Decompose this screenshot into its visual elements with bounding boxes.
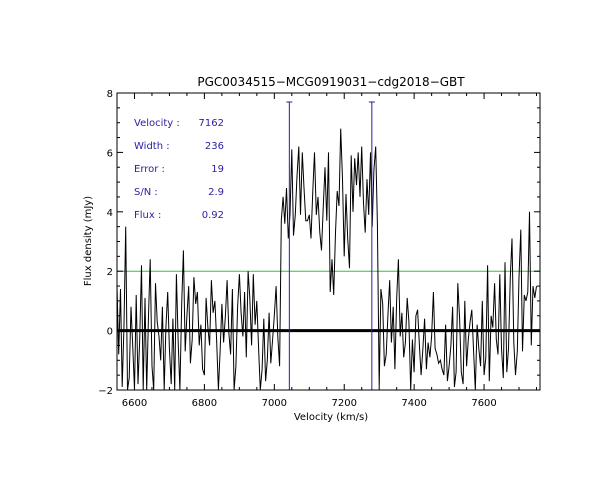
- stat-label: Velocity :: [134, 118, 180, 129]
- stat-value: 236: [205, 141, 224, 152]
- fit-marker-2: [368, 101, 375, 391]
- x-tick-label: 6800: [192, 398, 217, 409]
- stat-label: Flux :: [134, 210, 161, 221]
- stat-label: Error :: [134, 164, 165, 175]
- stat-value: 0.92: [202, 210, 224, 221]
- y-tick-label: 8: [107, 89, 113, 100]
- stat-label: S/N :: [134, 187, 158, 198]
- chart-title: PGC0034515−MCG0919031−cdg2018−GBT: [197, 75, 465, 89]
- stat-label: Width :: [134, 141, 170, 152]
- y-axis-label: Flux density (mJy): [83, 196, 94, 286]
- stat-value: 19: [211, 164, 224, 175]
- y-tick-label: 2: [107, 267, 113, 278]
- stat-value: 2.9: [208, 187, 224, 198]
- x-tick-label: 7600: [471, 398, 496, 409]
- fit-statistics: Velocity : 7162 Width : 236 Error : 19 S/N : 2.…: [134, 118, 224, 221]
- spectrum-series-line: [117, 128, 537, 390]
- x-tick-label: 7000: [262, 398, 287, 409]
- stat-value: 7162: [199, 118, 224, 129]
- x-axis-label: Velocity (km/s): [294, 412, 368, 423]
- x-tick-label: 7400: [401, 398, 426, 409]
- y-tick-label: 0: [107, 327, 113, 338]
- x-tick-label: 6600: [122, 398, 147, 409]
- x-tick-label: 7200: [332, 398, 357, 409]
- y-tick-label: 4: [107, 208, 113, 219]
- y-tick-label: 6: [107, 148, 113, 159]
- fit-marker-1: [286, 101, 293, 391]
- y-tick-label: −2: [98, 386, 113, 397]
